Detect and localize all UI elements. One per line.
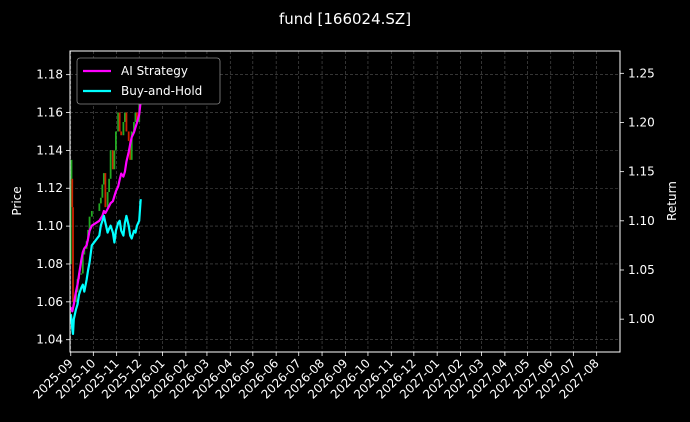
candle bbox=[117, 112, 120, 132]
candle bbox=[88, 216, 91, 230]
legend-box bbox=[76, 57, 221, 105]
candle bbox=[102, 173, 105, 185]
series-line-buy-and-hold bbox=[69, 199, 142, 335]
y2-tick-label: 1.20 bbox=[628, 115, 655, 129]
candle bbox=[104, 173, 107, 208]
candle bbox=[69, 188, 72, 264]
candle bbox=[113, 150, 116, 170]
candle bbox=[120, 131, 123, 136]
y2-tick-label: 1.00 bbox=[628, 312, 655, 326]
y-axis-label: Price bbox=[10, 186, 24, 215]
candle bbox=[81, 254, 84, 274]
y-tick-label: 1.06 bbox=[36, 295, 63, 309]
y-tick-label: 1.18 bbox=[36, 68, 63, 82]
y-tick-label: 1.12 bbox=[36, 181, 63, 195]
y2-tick-label: 1.15 bbox=[628, 165, 655, 179]
candle bbox=[111, 150, 114, 170]
y-tick-label: 1.10 bbox=[36, 219, 63, 233]
y-tick-label: 1.14 bbox=[36, 143, 63, 157]
candle bbox=[129, 140, 132, 160]
candle bbox=[133, 121, 135, 132]
candle bbox=[83, 248, 86, 255]
candle bbox=[109, 150, 112, 179]
candle bbox=[70, 159, 73, 189]
y2-tick-label: 1.25 bbox=[628, 66, 655, 80]
legend-label-ai-strategy: AI Strategy bbox=[121, 64, 188, 78]
x-axis: 2025-092025-102025-112025-122026-012026-… bbox=[31, 352, 602, 402]
candle bbox=[99, 197, 102, 204]
candle bbox=[98, 203, 101, 211]
candle bbox=[130, 131, 133, 160]
candle bbox=[124, 112, 126, 122]
candle bbox=[118, 112, 121, 132]
y2-tick-label: 1.05 bbox=[628, 263, 655, 277]
candle bbox=[101, 184, 104, 198]
candle bbox=[125, 112, 128, 132]
candle bbox=[106, 192, 109, 208]
chart-title: fund [166024.SZ] bbox=[279, 10, 411, 28]
candle bbox=[136, 112, 138, 122]
candle bbox=[108, 178, 111, 193]
candle bbox=[80, 273, 83, 275]
candle bbox=[90, 210, 93, 217]
candle bbox=[71, 178, 74, 208]
y-axis-right: 1.00 1.05 1.10 1.15 1.20 1.25 bbox=[620, 66, 655, 326]
legend-label-buy-and-hold: Buy-and-Hold bbox=[121, 84, 202, 98]
candle bbox=[134, 112, 137, 122]
candle bbox=[114, 131, 117, 151]
y2-axis-label: Return bbox=[665, 181, 679, 221]
y-tick-label: 1.16 bbox=[36, 106, 63, 120]
y-axis-left: 1.04 1.06 1.08 1.10 1.12 1.14 1.16 1.18 bbox=[36, 68, 70, 347]
legend: AI Strategy Buy-and-Hold bbox=[76, 57, 221, 105]
y-tick-label: 1.08 bbox=[36, 257, 63, 271]
candle bbox=[122, 121, 125, 136]
candle bbox=[72, 207, 74, 302]
y-tick-label: 1.04 bbox=[36, 333, 63, 347]
y2-tick-label: 1.10 bbox=[628, 214, 655, 228]
candle bbox=[127, 131, 130, 141]
series-lines bbox=[69, 100, 142, 335]
series-line-ai-strategy bbox=[69, 100, 142, 313]
